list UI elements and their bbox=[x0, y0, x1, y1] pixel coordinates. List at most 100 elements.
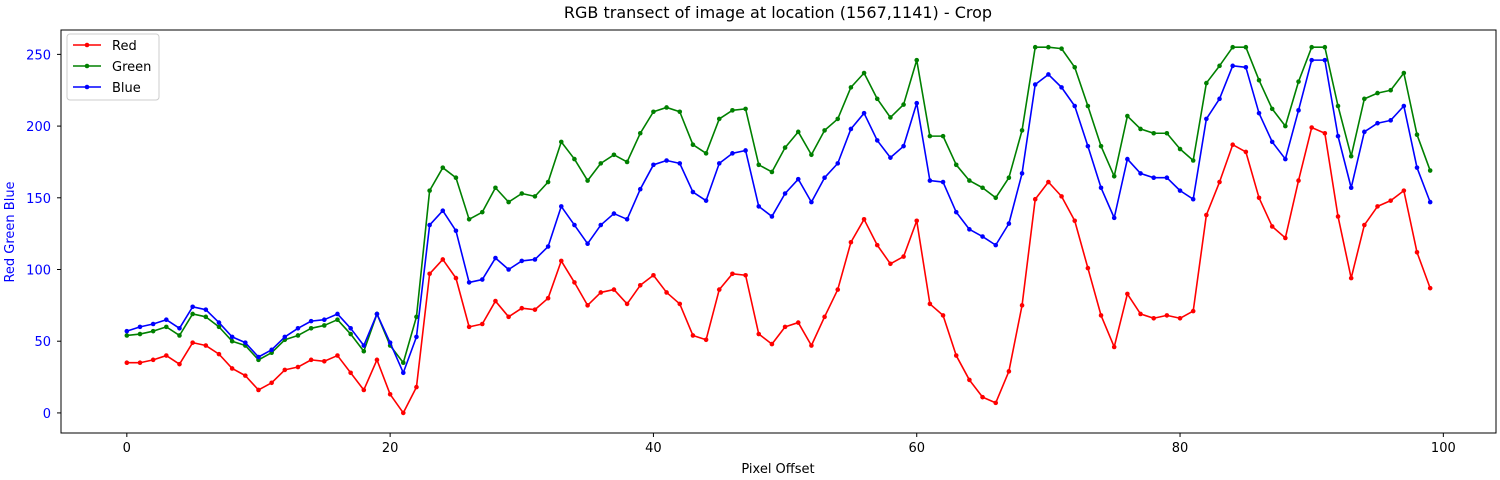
data-point-red bbox=[1006, 369, 1012, 374]
data-point-green bbox=[216, 324, 222, 330]
data-point-red bbox=[1283, 235, 1288, 241]
chart-title: RGB transect of image at location (1567,… bbox=[564, 3, 992, 22]
y-tick-label: 100 bbox=[26, 264, 51, 279]
data-point-red bbox=[1032, 196, 1038, 202]
data-point-red bbox=[1072, 218, 1078, 224]
data-point-blue bbox=[308, 318, 314, 324]
data-point-green bbox=[795, 129, 801, 135]
data-point-green bbox=[1151, 130, 1157, 136]
data-point-blue bbox=[1335, 133, 1341, 139]
data-point-red bbox=[940, 313, 946, 318]
data-point-red bbox=[1111, 344, 1117, 350]
data-point-green bbox=[532, 194, 538, 199]
data-point-red bbox=[479, 321, 485, 327]
data-point-blue bbox=[177, 326, 182, 331]
data-point-blue bbox=[914, 100, 920, 106]
data-point-blue bbox=[1164, 175, 1170, 181]
data-point-green bbox=[730, 108, 735, 113]
data-point-red bbox=[967, 377, 972, 383]
data-point-green bbox=[1375, 90, 1380, 96]
legend-marker-green bbox=[84, 63, 90, 69]
data-point-blue bbox=[1098, 185, 1104, 191]
data-point-blue bbox=[756, 204, 762, 209]
data-point-blue bbox=[243, 340, 248, 345]
data-point-red bbox=[730, 271, 735, 277]
data-point-red bbox=[177, 361, 182, 367]
data-point-red bbox=[414, 384, 419, 390]
data-point-red bbox=[743, 272, 748, 278]
data-point-red bbox=[124, 360, 130, 366]
data-point-red bbox=[335, 353, 340, 358]
data-point-red bbox=[822, 314, 827, 320]
data-point-red bbox=[1296, 178, 1301, 183]
data-point-blue bbox=[1362, 129, 1367, 135]
legend: Red Green Blue bbox=[66, 33, 160, 101]
data-point-red bbox=[282, 367, 288, 373]
data-point-red bbox=[664, 290, 669, 295]
x-tick-label: 20 bbox=[382, 441, 399, 456]
data-point-blue bbox=[809, 199, 814, 205]
data-point-blue bbox=[967, 227, 972, 232]
data-point-green bbox=[1085, 103, 1091, 109]
data-point-green bbox=[822, 128, 827, 133]
data-point-blue bbox=[387, 340, 393, 345]
data-point-blue bbox=[400, 370, 406, 376]
data-point-red bbox=[1217, 179, 1222, 185]
data-point-blue bbox=[1243, 64, 1249, 70]
y-axis-ticks: 0 50 100 150 200 250 bbox=[26, 48, 61, 422]
data-point-blue bbox=[835, 161, 841, 166]
data-point-green bbox=[953, 162, 959, 168]
data-point-red bbox=[651, 272, 656, 278]
legend-label-red: Red bbox=[112, 39, 137, 54]
data-point-green bbox=[611, 152, 617, 158]
data-point-green bbox=[1256, 77, 1262, 83]
data-point-blue bbox=[558, 204, 564, 209]
data-point-green bbox=[664, 105, 669, 110]
data-point-green bbox=[400, 360, 406, 366]
data-point-red bbox=[769, 341, 775, 347]
data-point-green bbox=[150, 328, 156, 334]
data-point-blue bbox=[822, 175, 827, 181]
data-point-red bbox=[861, 217, 867, 222]
data-point-blue bbox=[256, 354, 261, 360]
data-point-green bbox=[466, 217, 472, 222]
data-point-blue bbox=[1296, 108, 1301, 113]
data-point-green bbox=[414, 314, 419, 320]
series-line-blue bbox=[126, 59, 1431, 374]
series-blue bbox=[124, 57, 1433, 376]
data-point-green bbox=[927, 133, 933, 139]
data-point-green bbox=[164, 324, 169, 330]
data-point-green bbox=[177, 333, 182, 338]
data-point-blue bbox=[229, 334, 235, 340]
data-point-green bbox=[980, 185, 985, 191]
series-layer bbox=[124, 44, 1433, 416]
data-point-green bbox=[572, 156, 577, 162]
data-point-blue bbox=[479, 277, 485, 282]
data-point-red bbox=[795, 320, 801, 325]
data-point-green bbox=[493, 185, 498, 191]
data-point-red bbox=[545, 295, 551, 301]
data-point-red bbox=[1388, 198, 1393, 203]
data-point-blue bbox=[164, 317, 169, 323]
data-point-red bbox=[361, 387, 367, 393]
data-point-green bbox=[743, 106, 748, 112]
data-point-blue bbox=[1309, 57, 1314, 63]
data-point-red bbox=[440, 257, 446, 262]
data-point-blue bbox=[361, 343, 367, 348]
data-point-green bbox=[1427, 168, 1433, 173]
data-point-green bbox=[861, 70, 867, 76]
data-point-green bbox=[1217, 63, 1222, 69]
x-axis-label: Pixel Offset bbox=[741, 462, 814, 477]
data-point-green bbox=[1138, 126, 1143, 132]
data-point-green bbox=[1243, 44, 1249, 50]
data-point-blue bbox=[545, 244, 551, 249]
data-point-blue bbox=[493, 255, 498, 261]
data-point-blue bbox=[216, 320, 222, 325]
data-point-red bbox=[348, 370, 353, 376]
data-point-green bbox=[1019, 128, 1025, 133]
data-point-blue bbox=[1032, 82, 1038, 87]
data-point-green bbox=[940, 133, 946, 139]
data-point-red bbox=[453, 275, 459, 281]
data-point-red bbox=[716, 287, 722, 292]
data-point-blue bbox=[677, 161, 683, 166]
